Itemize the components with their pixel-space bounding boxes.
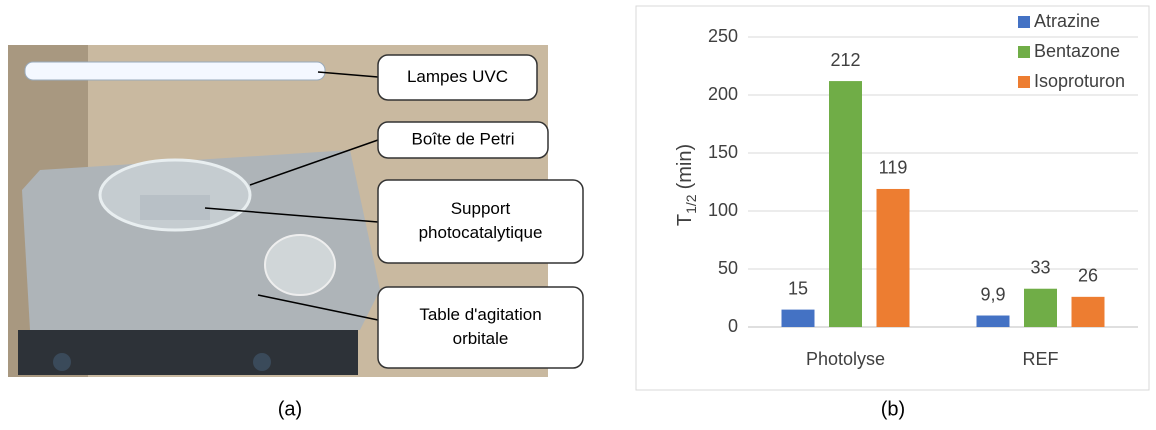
- y-axis-label-part: T: [674, 214, 696, 226]
- bar: [1072, 297, 1105, 327]
- legend-swatch: [1018, 76, 1030, 88]
- value-label: 33: [1030, 257, 1050, 277]
- bar: [977, 316, 1010, 327]
- caption: (b): [881, 398, 905, 420]
- y-axis-label-part: 1/2: [683, 194, 699, 214]
- legend-label: Atrazine: [1034, 11, 1100, 31]
- bar: [782, 310, 815, 327]
- value-label: 119: [879, 158, 908, 178]
- callout-text: photocatalytique: [419, 223, 543, 242]
- y-tick-label: 0: [728, 316, 738, 336]
- y-tick-label: 150: [708, 142, 738, 162]
- y-axis-label-part: (min): [674, 144, 696, 190]
- page: Lampes UVC Boîte de Petri Support photocata…: [0, 0, 1156, 425]
- bar: [877, 189, 910, 327]
- legend-label: Bentazone: [1034, 41, 1120, 61]
- legend-label: Isoproturon: [1034, 71, 1125, 91]
- callout-box: [378, 180, 583, 263]
- x-tick-label: Photolyse: [806, 349, 885, 369]
- y-tick-label: 200: [708, 84, 738, 104]
- callout-text: Table d'agitation: [419, 305, 541, 324]
- legend-swatch: [1018, 46, 1030, 58]
- callout-text: Support: [451, 199, 511, 218]
- figure: Lampes UVC Boîte de Petri Support photocata…: [0, 0, 1156, 425]
- value-label: 212: [830, 50, 860, 70]
- bar: [1024, 289, 1057, 327]
- caption: (a): [278, 398, 302, 420]
- value-label: 26: [1078, 266, 1098, 286]
- callout-text: orbitale: [453, 329, 509, 348]
- callout-box: [378, 287, 583, 368]
- value-label: 15: [788, 278, 808, 298]
- x-tick-label: REF: [1023, 349, 1059, 369]
- y-tick-label: 100: [708, 200, 738, 220]
- bar: [829, 81, 862, 327]
- y-tick-label: 250: [708, 26, 738, 46]
- value-label: 9,9: [980, 284, 1005, 304]
- callout-text: Lampes UVC: [407, 67, 508, 86]
- callout-text: Boîte de Petri: [411, 129, 514, 148]
- legend-swatch: [1018, 16, 1030, 28]
- y-tick-label: 50: [718, 258, 738, 278]
